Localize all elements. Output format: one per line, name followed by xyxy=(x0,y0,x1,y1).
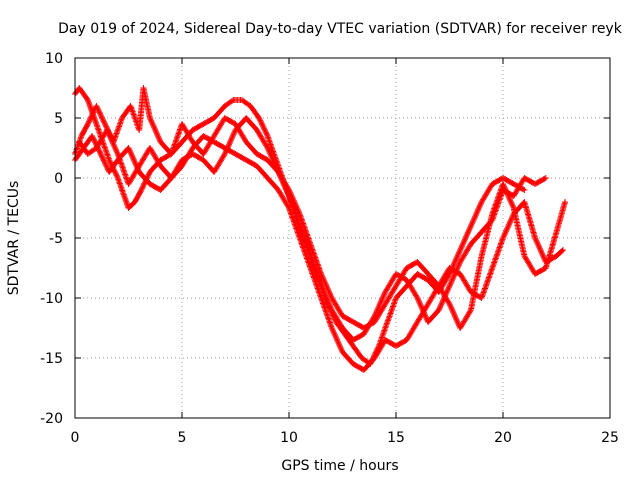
x-tick-label: 5 xyxy=(178,430,187,446)
series-markers xyxy=(76,115,569,331)
x-tick-label: 0 xyxy=(71,430,80,446)
y-tick-label: 5 xyxy=(54,111,63,127)
x-tick-label: 25 xyxy=(601,430,619,446)
y-tick-label: 0 xyxy=(54,171,63,187)
axis-ticks: 0 5 10 15 20 25 -20 -15 -10 -5 0 5 10 xyxy=(40,51,619,446)
y-tick-label: -20 xyxy=(40,411,63,427)
y-axis-label: SDTVAR / TECUs xyxy=(6,181,22,296)
y-tick-label: 10 xyxy=(45,51,63,67)
chart-title: Day 019 of 2024, Sidereal Day-to-day VTE… xyxy=(58,21,623,37)
y-tick-label: -15 xyxy=(40,351,63,367)
x-tick-label: 20 xyxy=(494,430,512,446)
x-tick-label: 15 xyxy=(387,430,405,446)
x-tick-label: 10 xyxy=(280,430,298,446)
y-tick-label: -5 xyxy=(49,231,63,247)
y-tick-label: -10 xyxy=(40,291,63,307)
x-axis-label: GPS time / hours xyxy=(281,458,398,474)
series-3 xyxy=(76,115,569,331)
